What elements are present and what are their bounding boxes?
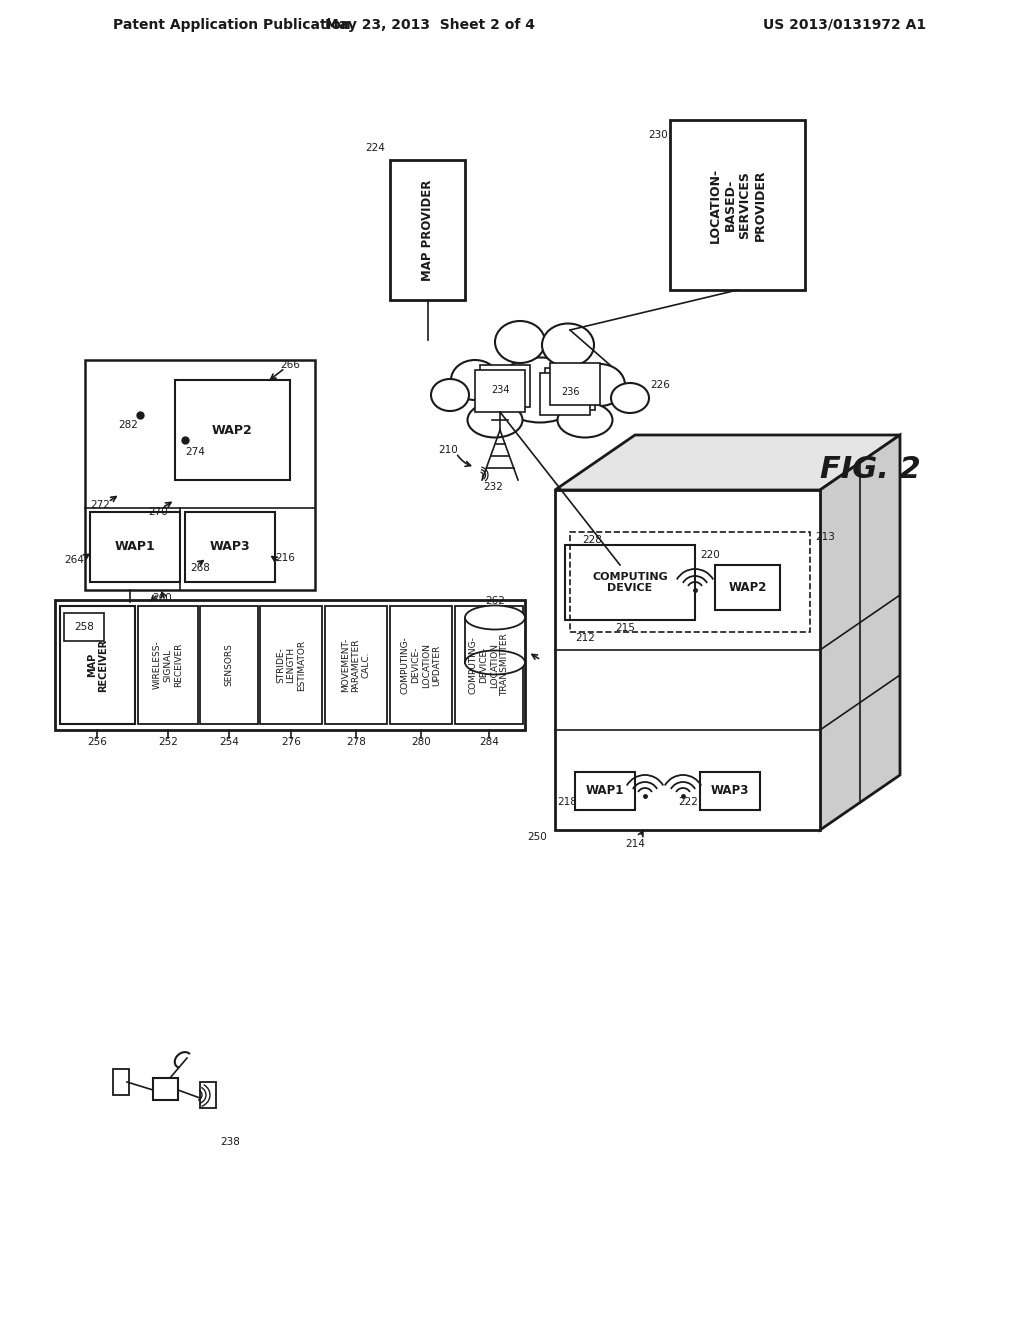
Text: 230: 230 xyxy=(648,129,668,140)
Text: LOCATION-
BASED-
SERVICES
PROVIDER: LOCATION- BASED- SERVICES PROVIDER xyxy=(709,168,767,243)
Text: 280: 280 xyxy=(411,737,431,747)
Text: MAP
RECEIVER: MAP RECEIVER xyxy=(87,639,109,692)
Bar xyxy=(153,1078,178,1100)
Text: 264: 264 xyxy=(65,554,84,565)
Bar xyxy=(550,363,600,405)
Text: FIG. 2: FIG. 2 xyxy=(819,455,921,484)
Text: 256: 256 xyxy=(87,737,106,747)
Ellipse shape xyxy=(465,651,525,675)
Text: 218: 218 xyxy=(557,797,577,807)
Bar xyxy=(480,366,530,407)
Text: COMPUTING-
DEVICE-
LOCATION
UPDATER: COMPUTING- DEVICE- LOCATION UPDATER xyxy=(401,636,441,694)
Text: 276: 276 xyxy=(281,737,301,747)
Text: MOVEMENT-
PARAMETER
CALC.: MOVEMENT- PARAMETER CALC. xyxy=(341,638,371,692)
Text: COMPUTING
DEVICE: COMPUTING DEVICE xyxy=(592,572,668,593)
Text: 222: 222 xyxy=(678,797,698,807)
Text: 268: 268 xyxy=(190,564,210,573)
Bar xyxy=(575,772,635,810)
Text: 215: 215 xyxy=(615,623,635,634)
Text: 213: 213 xyxy=(815,532,835,543)
Text: 262: 262 xyxy=(485,597,505,606)
Text: Patent Application Publication: Patent Application Publication xyxy=(113,18,351,32)
Text: STRIDE-
LENGTH
ESTIMATOR: STRIDE- LENGTH ESTIMATOR xyxy=(276,639,306,690)
Ellipse shape xyxy=(468,403,522,437)
Text: WAP3: WAP3 xyxy=(711,784,750,797)
Bar xyxy=(455,606,523,723)
Text: 260: 260 xyxy=(153,593,172,603)
Bar xyxy=(175,380,290,480)
Text: MAP PROVIDER: MAP PROVIDER xyxy=(421,180,434,281)
Text: WIRELESS-
SIGNAL
RECEIVER: WIRELESS- SIGNAL RECEIVER xyxy=(154,640,183,689)
Ellipse shape xyxy=(611,383,649,413)
Text: US 2013/0131972 A1: US 2013/0131972 A1 xyxy=(764,18,927,32)
Text: 278: 278 xyxy=(346,737,366,747)
Bar xyxy=(570,532,810,632)
Bar xyxy=(390,606,452,723)
Polygon shape xyxy=(555,436,900,490)
Bar xyxy=(260,606,322,723)
Ellipse shape xyxy=(557,403,612,437)
Text: 212: 212 xyxy=(575,634,595,643)
Text: 214: 214 xyxy=(625,840,645,849)
Bar xyxy=(540,374,590,414)
Bar xyxy=(670,120,805,290)
Text: COMPUTING-
DEVICE-
LOCATION
TRANSMITTER: COMPUTING- DEVICE- LOCATION TRANSMITTER xyxy=(469,634,509,697)
Bar xyxy=(60,606,135,723)
Ellipse shape xyxy=(465,606,525,630)
Text: 272: 272 xyxy=(90,500,110,510)
Text: 270: 270 xyxy=(148,507,168,517)
Bar xyxy=(555,490,820,830)
Bar xyxy=(200,1082,216,1107)
Bar xyxy=(545,368,595,411)
Bar xyxy=(715,565,780,610)
Bar xyxy=(200,606,258,723)
Text: 250: 250 xyxy=(527,832,547,842)
Bar xyxy=(700,772,760,810)
Text: 282: 282 xyxy=(118,420,138,430)
Text: WAP3: WAP3 xyxy=(210,540,250,553)
Text: May 23, 2013  Sheet 2 of 4: May 23, 2013 Sheet 2 of 4 xyxy=(325,18,535,32)
Text: 284: 284 xyxy=(479,737,499,747)
Polygon shape xyxy=(820,436,900,830)
Ellipse shape xyxy=(542,323,594,367)
Ellipse shape xyxy=(451,360,499,400)
Text: 234: 234 xyxy=(490,385,509,395)
Bar xyxy=(565,545,695,620)
Text: WAP1: WAP1 xyxy=(115,540,156,553)
Text: 258: 258 xyxy=(74,622,94,632)
Bar xyxy=(465,618,525,663)
Text: SENSORS: SENSORS xyxy=(224,644,233,686)
Text: 210: 210 xyxy=(438,445,458,455)
Text: 224: 224 xyxy=(366,143,385,153)
Bar xyxy=(90,512,180,582)
Text: 254: 254 xyxy=(219,737,239,747)
Text: WAP1: WAP1 xyxy=(586,784,625,797)
Ellipse shape xyxy=(495,358,585,422)
Bar xyxy=(113,1069,129,1096)
Bar xyxy=(138,606,198,723)
Text: 220: 220 xyxy=(700,550,720,560)
Text: 228: 228 xyxy=(582,535,602,545)
Text: 274: 274 xyxy=(185,447,205,457)
Bar xyxy=(475,370,525,412)
Text: 252: 252 xyxy=(158,737,178,747)
Ellipse shape xyxy=(575,364,625,407)
Text: WAP2: WAP2 xyxy=(212,424,253,437)
Ellipse shape xyxy=(431,379,469,411)
Ellipse shape xyxy=(495,321,545,363)
Text: WAP2: WAP2 xyxy=(728,581,767,594)
Bar xyxy=(55,601,525,730)
Text: 266: 266 xyxy=(280,360,300,370)
Text: 226: 226 xyxy=(650,380,670,389)
Text: 238: 238 xyxy=(220,1137,240,1147)
Text: 232: 232 xyxy=(483,482,503,492)
Bar xyxy=(325,606,387,723)
Bar xyxy=(63,612,104,642)
Bar xyxy=(185,512,275,582)
Bar xyxy=(85,360,315,590)
Text: 216: 216 xyxy=(275,553,295,564)
Text: 236: 236 xyxy=(561,387,580,397)
Bar xyxy=(390,160,465,300)
